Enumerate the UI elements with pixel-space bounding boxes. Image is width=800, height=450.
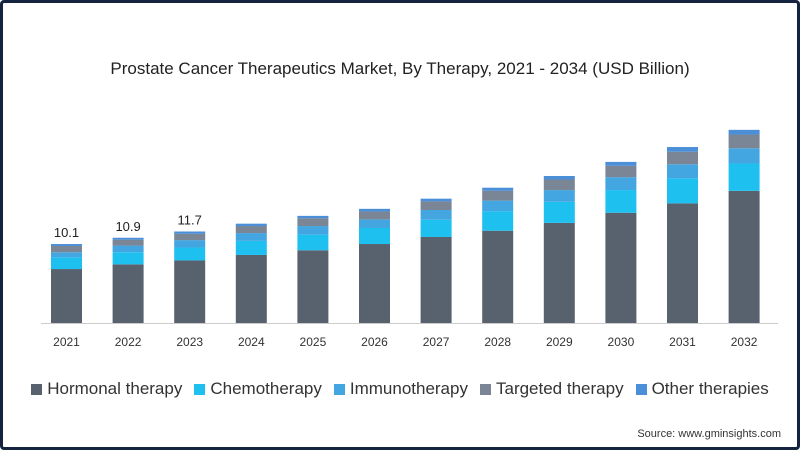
x-tick-label: 2024 (238, 335, 265, 349)
legend-swatch (479, 383, 491, 395)
bar-2027-immunotherapy (420, 210, 452, 220)
bar-2023-hormonal-therapy (174, 260, 206, 323)
bar-2029-targeted-therapy (543, 179, 575, 191)
source-note: Source: www.gminsights.com (637, 428, 781, 440)
data-label: 10.1 (54, 225, 79, 240)
bar-2029-other-therapies (543, 175, 575, 180)
bar-2026-immunotherapy (359, 219, 390, 228)
bar-2031-other-therapies (667, 147, 698, 152)
bar-2031-hormonal-therapy (667, 203, 698, 323)
legend-swatch (31, 383, 43, 395)
bar-2021-hormonal-therapy (51, 269, 82, 323)
bar-2030-hormonal-therapy (605, 212, 637, 323)
x-tick-label: 2028 (484, 335, 511, 349)
legend-item: Other therapies (635, 379, 769, 399)
x-tick-label: 2027 (423, 335, 450, 349)
bar-2028-immunotherapy (482, 200, 514, 212)
bar-2021-immunotherapy (51, 252, 82, 258)
x-tick-label: 2023 (176, 335, 203, 349)
legend-label: Targeted therapy (495, 379, 624, 398)
legend-item: Hormonal therapy (31, 379, 182, 399)
legend-swatch (333, 383, 345, 395)
bar-2029-immunotherapy (543, 190, 575, 202)
bar-2025-targeted-therapy (297, 218, 329, 227)
bar-2023-chemotherapy (174, 247, 206, 261)
bar-2027-chemotherapy (420, 219, 452, 237)
bar-2031-targeted-therapy (667, 151, 698, 165)
legend-swatch (635, 383, 647, 395)
bar-2022-immunotherapy (112, 245, 144, 253)
legend-item: Targeted therapy (479, 379, 624, 399)
bar-2022-other-therapies (112, 237, 144, 240)
bar-2028-hormonal-therapy (482, 230, 514, 323)
bar-2026-targeted-therapy (359, 211, 390, 220)
bar-2030-other-therapies (605, 161, 637, 166)
bar-2028-targeted-therapy (482, 190, 514, 201)
bar-2032-immunotherapy (728, 148, 760, 164)
bar-2032-other-therapies (728, 129, 760, 135)
bar-2025-hormonal-therapy (297, 250, 329, 323)
bar-2030-targeted-therapy (605, 165, 637, 178)
data-label: 11.7 (178, 213, 202, 228)
x-tick-label: 2030 (608, 335, 635, 349)
bar-2030-chemotherapy (605, 190, 637, 213)
bar-2024-immunotherapy (235, 233, 267, 241)
x-tick-label: 2025 (300, 335, 327, 349)
x-tick-label: 2029 (546, 335, 573, 349)
bar-2028-chemotherapy (482, 211, 514, 231)
x-tick-label: 2031 (669, 335, 696, 349)
bar-2028-other-therapies (482, 187, 514, 191)
bar-2022-targeted-therapy (112, 239, 144, 246)
bar-2032-chemotherapy (728, 163, 760, 191)
legend-label: Chemotherapy (210, 379, 322, 398)
bar-2023-targeted-therapy (174, 233, 206, 241)
bar-2025-other-therapies (297, 215, 329, 219)
x-tick-label: 2026 (361, 335, 388, 349)
bar-2031-chemotherapy (667, 178, 698, 204)
bar-2027-other-therapies (420, 198, 452, 202)
legend: Hormonal therapy Chemotherapy Immunotherap… (3, 379, 797, 399)
bar-2022-hormonal-therapy (112, 264, 144, 323)
bar-2024-hormonal-therapy (235, 254, 267, 323)
bar-2023-other-therapies (174, 231, 206, 234)
bar-2027-targeted-therapy (420, 201, 452, 211)
bar-2023-immunotherapy (174, 240, 206, 248)
bar-2021-other-therapies (51, 244, 82, 246)
data-label: 10.9 (115, 219, 140, 234)
bar-2032-targeted-therapy (728, 134, 760, 149)
legend-item: Chemotherapy (194, 379, 322, 399)
bar-2024-targeted-therapy (235, 226, 267, 234)
bar-2032-hormonal-therapy (728, 190, 760, 323)
bar-2022-chemotherapy (112, 252, 144, 265)
bar-2024-other-therapies (235, 223, 267, 227)
legend-swatch (194, 383, 206, 395)
bar-2030-immunotherapy (605, 177, 637, 191)
x-tick-label: 2021 (53, 335, 80, 349)
legend-label: Hormonal therapy (47, 379, 183, 398)
bar-2025-immunotherapy (297, 226, 329, 235)
bar-2026-hormonal-therapy (359, 244, 390, 323)
bar-2029-hormonal-therapy (543, 222, 575, 323)
x-tick-label: 2022 (115, 335, 142, 349)
bar-2026-chemotherapy (359, 227, 390, 245)
x-tick-label: 2032 (731, 335, 758, 349)
legend-label: Other therapies (651, 379, 769, 398)
bar-2031-immunotherapy (667, 164, 698, 179)
bar-2025-chemotherapy (297, 234, 329, 251)
bar-2021-targeted-therapy (51, 245, 82, 253)
bar-2024-chemotherapy (235, 240, 267, 255)
legend-label: Immunotherapy (349, 379, 468, 398)
chart-title: Prostate Cancer Therapeutics Market, By … (110, 59, 690, 78)
stacked-bar-chart: 2021 10.1 2022 10.9 2023 11.7 2024 2025 2026 2027… (41, 129, 778, 349)
bar-2026-other-therapies (359, 208, 390, 212)
legend-item: Immunotherapy (333, 379, 468, 399)
bar-2029-chemotherapy (543, 201, 575, 223)
bar-2021-chemotherapy (51, 257, 82, 270)
bar-2027-hormonal-therapy (420, 236, 452, 323)
